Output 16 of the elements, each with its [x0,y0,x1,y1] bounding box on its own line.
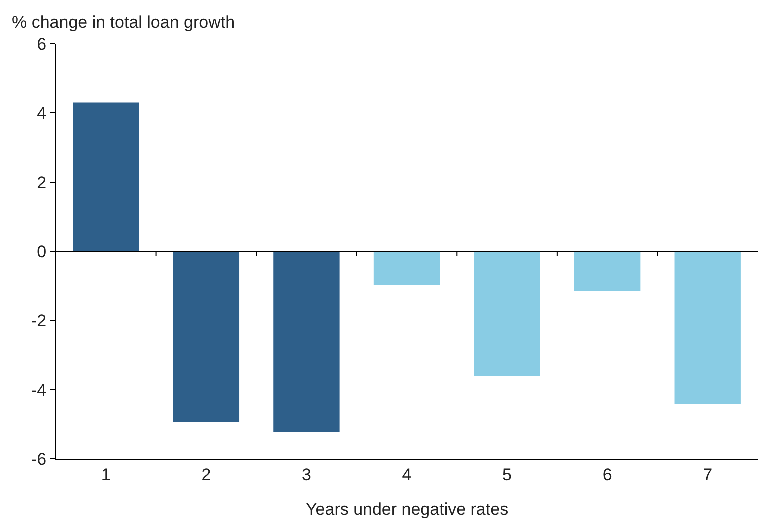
y-tick-label: 6 [37,34,47,54]
x-tick-label: 4 [402,465,412,484]
y-tick-label: 0 [37,242,47,262]
x-tick-label: 7 [703,465,713,484]
x-tick-label: 1 [101,465,111,484]
x-tick-label: 3 [302,465,312,484]
y-tick-label: 2 [37,173,47,192]
y-axis-title: % change in total loan growth [12,13,236,32]
x-axis-title: Years under negative rates [306,500,509,519]
y-tick-label: 4 [37,104,47,124]
y-tick-label: -4 [31,380,47,400]
x-tick-label: 2 [202,465,212,484]
y-tick-label: -6 [31,450,47,469]
y-tick-label: -2 [31,312,47,331]
x-tick-label: 5 [502,465,512,484]
x-tick-label: 6 [602,465,612,484]
